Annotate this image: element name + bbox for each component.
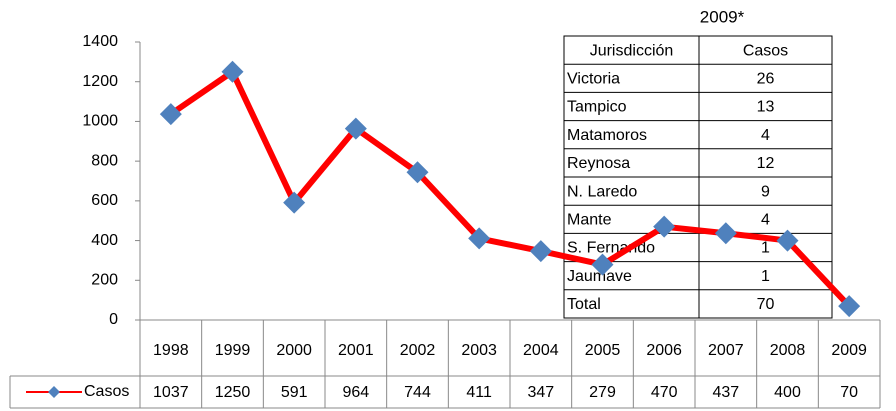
table-cell: Reynosa: [567, 155, 630, 172]
x-tick-label: 2002: [400, 342, 436, 359]
data-table-value: 1250: [215, 384, 251, 401]
table-cell: Victoria: [567, 71, 620, 88]
marker: [468, 227, 491, 250]
y-tick-label: 800: [91, 152, 118, 169]
data-table-value: 591: [281, 384, 308, 401]
table-cell: Tampico: [567, 99, 627, 116]
series-line: [169, 68, 852, 309]
marker: [714, 222, 737, 245]
table-cell: Matamoros: [567, 127, 647, 144]
x-tick-label: 2000: [276, 342, 312, 359]
marker: [221, 60, 244, 83]
table-cell: 4: [761, 212, 770, 229]
data-table-value: 1037: [153, 384, 189, 401]
data-table-value: 400: [774, 384, 801, 401]
marker: [344, 117, 367, 140]
table-cell: Jaumave: [567, 268, 632, 285]
table-cell: Total: [567, 296, 601, 313]
data-table-value: 279: [589, 384, 616, 401]
marker: [529, 240, 552, 263]
x-tick-label: 2003: [461, 342, 497, 359]
table-cell: 9: [761, 183, 770, 200]
table-cell: 13: [757, 99, 775, 116]
data-table-value: 347: [527, 384, 554, 401]
y-tick-label: 400: [91, 232, 118, 249]
table-cell: 26: [757, 71, 775, 88]
table-cell: Mante: [567, 212, 612, 229]
data-table-value: 437: [712, 384, 739, 401]
marker: [591, 253, 614, 276]
y-tick-label: 1200: [82, 73, 118, 90]
x-tick-label: 2009: [831, 342, 867, 359]
marker: [776, 229, 799, 252]
legend-marker: [48, 386, 60, 398]
x-tick-label: 2001: [338, 342, 374, 359]
table-cell: 1: [761, 268, 770, 285]
y-tick-label: 200: [91, 272, 118, 289]
marker: [283, 191, 306, 214]
marker: [406, 161, 429, 184]
x-tick-label: 2004: [523, 342, 559, 359]
table-cell: 70: [757, 296, 775, 313]
marker: [838, 295, 861, 318]
data-table-value: 411: [466, 384, 492, 401]
y-tick-label: 1000: [82, 113, 118, 130]
y-tick-label: 600: [91, 192, 118, 209]
x-tick-label: 2006: [646, 342, 682, 359]
data-table-value: 70: [840, 384, 858, 401]
table-cell: 1: [761, 240, 770, 257]
x-tick-label: 2007: [708, 342, 744, 359]
data-table-value: 964: [342, 384, 369, 401]
data-table-value: 470: [651, 384, 678, 401]
data-table-value: 744: [404, 384, 431, 401]
table-cell: 12: [757, 155, 775, 172]
x-tick-label: 1998: [153, 342, 189, 359]
table-title: 2009*: [700, 7, 745, 26]
y-tick-label: 1400: [82, 33, 118, 50]
table-cell: Casos: [743, 42, 788, 59]
x-tick-label: 2005: [585, 342, 621, 359]
table-cell: Jurisdicción: [590, 42, 674, 59]
table-cell: 4: [761, 127, 770, 144]
legend-label: Casos: [84, 383, 129, 400]
x-tick-label: 2008: [770, 342, 806, 359]
x-tick-label: 1999: [215, 342, 251, 359]
table-cell: N. Laredo: [567, 183, 637, 200]
marker: [653, 215, 676, 238]
marker: [159, 103, 182, 126]
y-tick-label: 0: [109, 311, 118, 328]
